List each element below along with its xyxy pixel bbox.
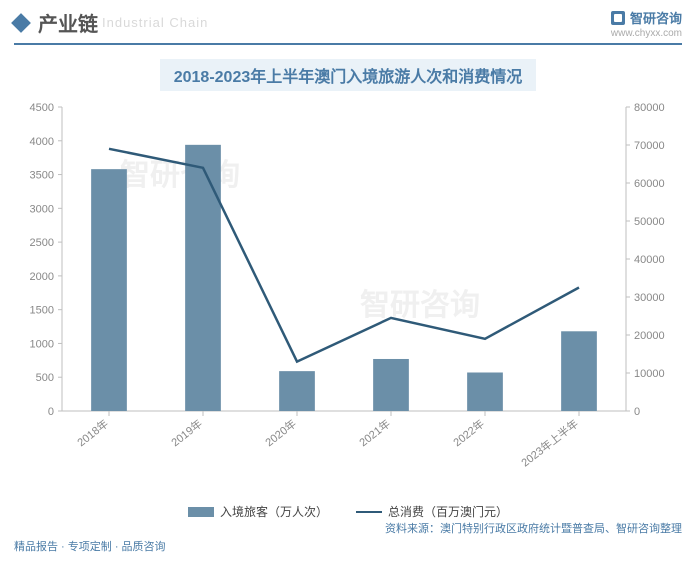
line-series xyxy=(109,149,579,362)
chart-title: 2018-2023年上半年澳门入境旅游人次和消费情况 xyxy=(160,59,537,91)
chart-canvas: 0 500 1000 1500 2000 2500 3000 3500 4000 4500 0 100… xyxy=(14,97,682,507)
brand-url: www.chyxx.com xyxy=(611,28,682,39)
svg-text:70000: 70000 xyxy=(634,140,665,152)
svg-text:0: 0 xyxy=(634,406,640,418)
svg-text:30000: 30000 xyxy=(634,292,665,304)
header-subtitle: Industrial Chain xyxy=(102,15,208,30)
header-diamond-icon xyxy=(11,13,31,33)
svg-text:1500: 1500 xyxy=(30,305,54,317)
svg-text:0: 0 xyxy=(48,406,54,418)
footer-text: 精品报告 · 专项定制 · 品质咨询 xyxy=(0,536,696,554)
svg-text:10000: 10000 xyxy=(634,368,665,380)
svg-text:20000: 20000 xyxy=(634,330,665,342)
svg-text:2500: 2500 xyxy=(30,237,54,249)
svg-text:3500: 3500 xyxy=(30,170,54,182)
svg-text:2000: 2000 xyxy=(30,271,54,283)
source-text: 资料来源：澳门特别行政区政府统计暨普查局、智研咨询整理 xyxy=(0,520,696,536)
category-label: 2023年上半年 xyxy=(518,416,581,469)
legend-bar-swatch xyxy=(188,507,214,517)
brand-logo: 智研咨询 xyxy=(610,8,682,27)
svg-text:3000: 3000 xyxy=(30,203,54,215)
bar xyxy=(467,372,503,411)
svg-text:40000: 40000 xyxy=(634,254,665,266)
svg-text:4000: 4000 xyxy=(30,136,54,148)
bar xyxy=(185,145,221,411)
bar xyxy=(373,359,409,411)
brand-name: 智研咨询 xyxy=(630,8,682,27)
category-label: 2018年 xyxy=(74,416,111,449)
svg-text:4500: 4500 xyxy=(30,102,54,114)
legend-line-swatch xyxy=(356,511,382,513)
category-label: 2021年 xyxy=(356,416,393,449)
header-title: 产业链 xyxy=(38,8,98,37)
svg-text:60000: 60000 xyxy=(634,178,665,190)
brand-icon xyxy=(610,10,626,26)
header: 产业链 Industrial Chain xyxy=(0,0,696,41)
category-label: 2020年 xyxy=(262,416,299,449)
bar xyxy=(561,331,597,411)
category-label: 2019年 xyxy=(168,416,205,449)
bar xyxy=(279,371,315,411)
header-divider xyxy=(14,43,682,45)
svg-text:80000: 80000 xyxy=(634,102,665,114)
chart-svg: 0 500 1000 1500 2000 2500 3000 3500 4000 4500 0 100… xyxy=(14,97,682,507)
svg-text:50000: 50000 xyxy=(634,216,665,228)
category-label: 2022年 xyxy=(450,416,487,449)
bar xyxy=(91,169,127,411)
svg-text:1000: 1000 xyxy=(30,338,54,350)
svg-text:500: 500 xyxy=(36,372,54,384)
